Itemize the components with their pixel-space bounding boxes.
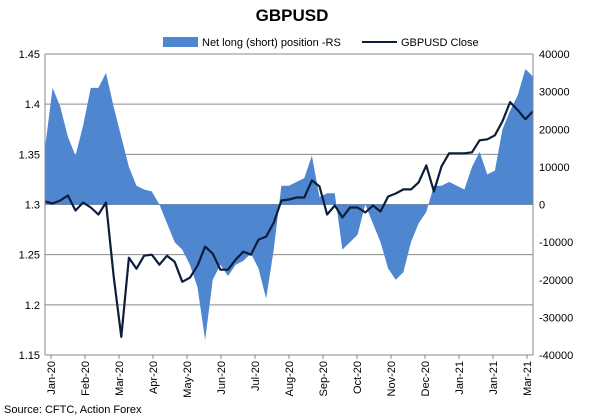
legend-label-close: GBPUSD Close <box>401 37 479 49</box>
legend-label-position: Net long (short) position -RS <box>202 37 341 49</box>
x-tick-label: Oct-20 <box>352 361 364 394</box>
x-tick-label: Jan-20 <box>46 361 58 395</box>
right-tick-label: -20000 <box>539 275 573 287</box>
x-tick-label: Sep-20 <box>318 361 330 396</box>
right-tick-label: 30000 <box>539 87 570 99</box>
left-axis-labels: 1.15 1.2 1.25 1.3 1.35 1.4 1.45 <box>19 49 40 362</box>
chart-title: GBPUSD <box>256 6 329 25</box>
left-tick-label: 1.25 <box>19 250 40 262</box>
x-tick-label: Dec-20 <box>420 361 432 396</box>
x-tick-label: Nov-20 <box>386 361 398 396</box>
x-tick-label: Jun-20 <box>216 361 228 395</box>
right-tick-label: -40000 <box>539 350 573 362</box>
position-area <box>45 69 533 340</box>
right-tick-label: 0 <box>539 200 545 212</box>
left-tick-label: 1.35 <box>19 149 40 161</box>
x-tick-label: Mar-21 <box>522 361 534 396</box>
x-tick-label: Mar-20 <box>114 361 126 396</box>
right-tick-label: 20000 <box>539 124 570 136</box>
left-tick-label: 1.45 <box>19 49 40 61</box>
x-tick-label: Aug-20 <box>284 361 296 396</box>
left-tick-label: 1.4 <box>25 99 40 111</box>
gbpusd-close-line <box>44 101 534 338</box>
right-tick-label: 40000 <box>539 49 570 61</box>
legend-swatch-position <box>163 37 198 47</box>
left-tick-label: 1.2 <box>25 300 40 312</box>
x-tick-label: Jul-20 <box>250 361 262 391</box>
source-note: Source: CFTC, Action Forex <box>4 404 142 416</box>
right-tick-label: -10000 <box>539 237 573 249</box>
x-tick-label: Apr-20 <box>148 361 160 394</box>
position-area-layer <box>45 69 533 340</box>
close-line-layer <box>44 101 534 338</box>
x-axis-labels: Jan-20 Feb-20 Mar-20 Apr-20 May-20 Jun-20 Jul-… <box>46 355 534 398</box>
left-tick-label: 1.15 <box>19 350 40 362</box>
right-axis-labels: -40000 -30000 -20000 -10000 0 10000 20000 30000… <box>539 49 573 362</box>
right-tick-label: -30000 <box>539 312 573 324</box>
right-tick-label: 10000 <box>539 162 570 174</box>
x-tick-label: Jan-21 <box>454 361 466 395</box>
legend: Net long (short) position -RS GBPUSD Clo… <box>163 37 479 49</box>
left-tick-label: 1.3 <box>25 200 40 212</box>
x-tick-label: May-20 <box>182 361 194 398</box>
x-tick-label: Feb-20 <box>80 361 92 396</box>
x-tick-label: Jan-21 <box>488 361 500 395</box>
